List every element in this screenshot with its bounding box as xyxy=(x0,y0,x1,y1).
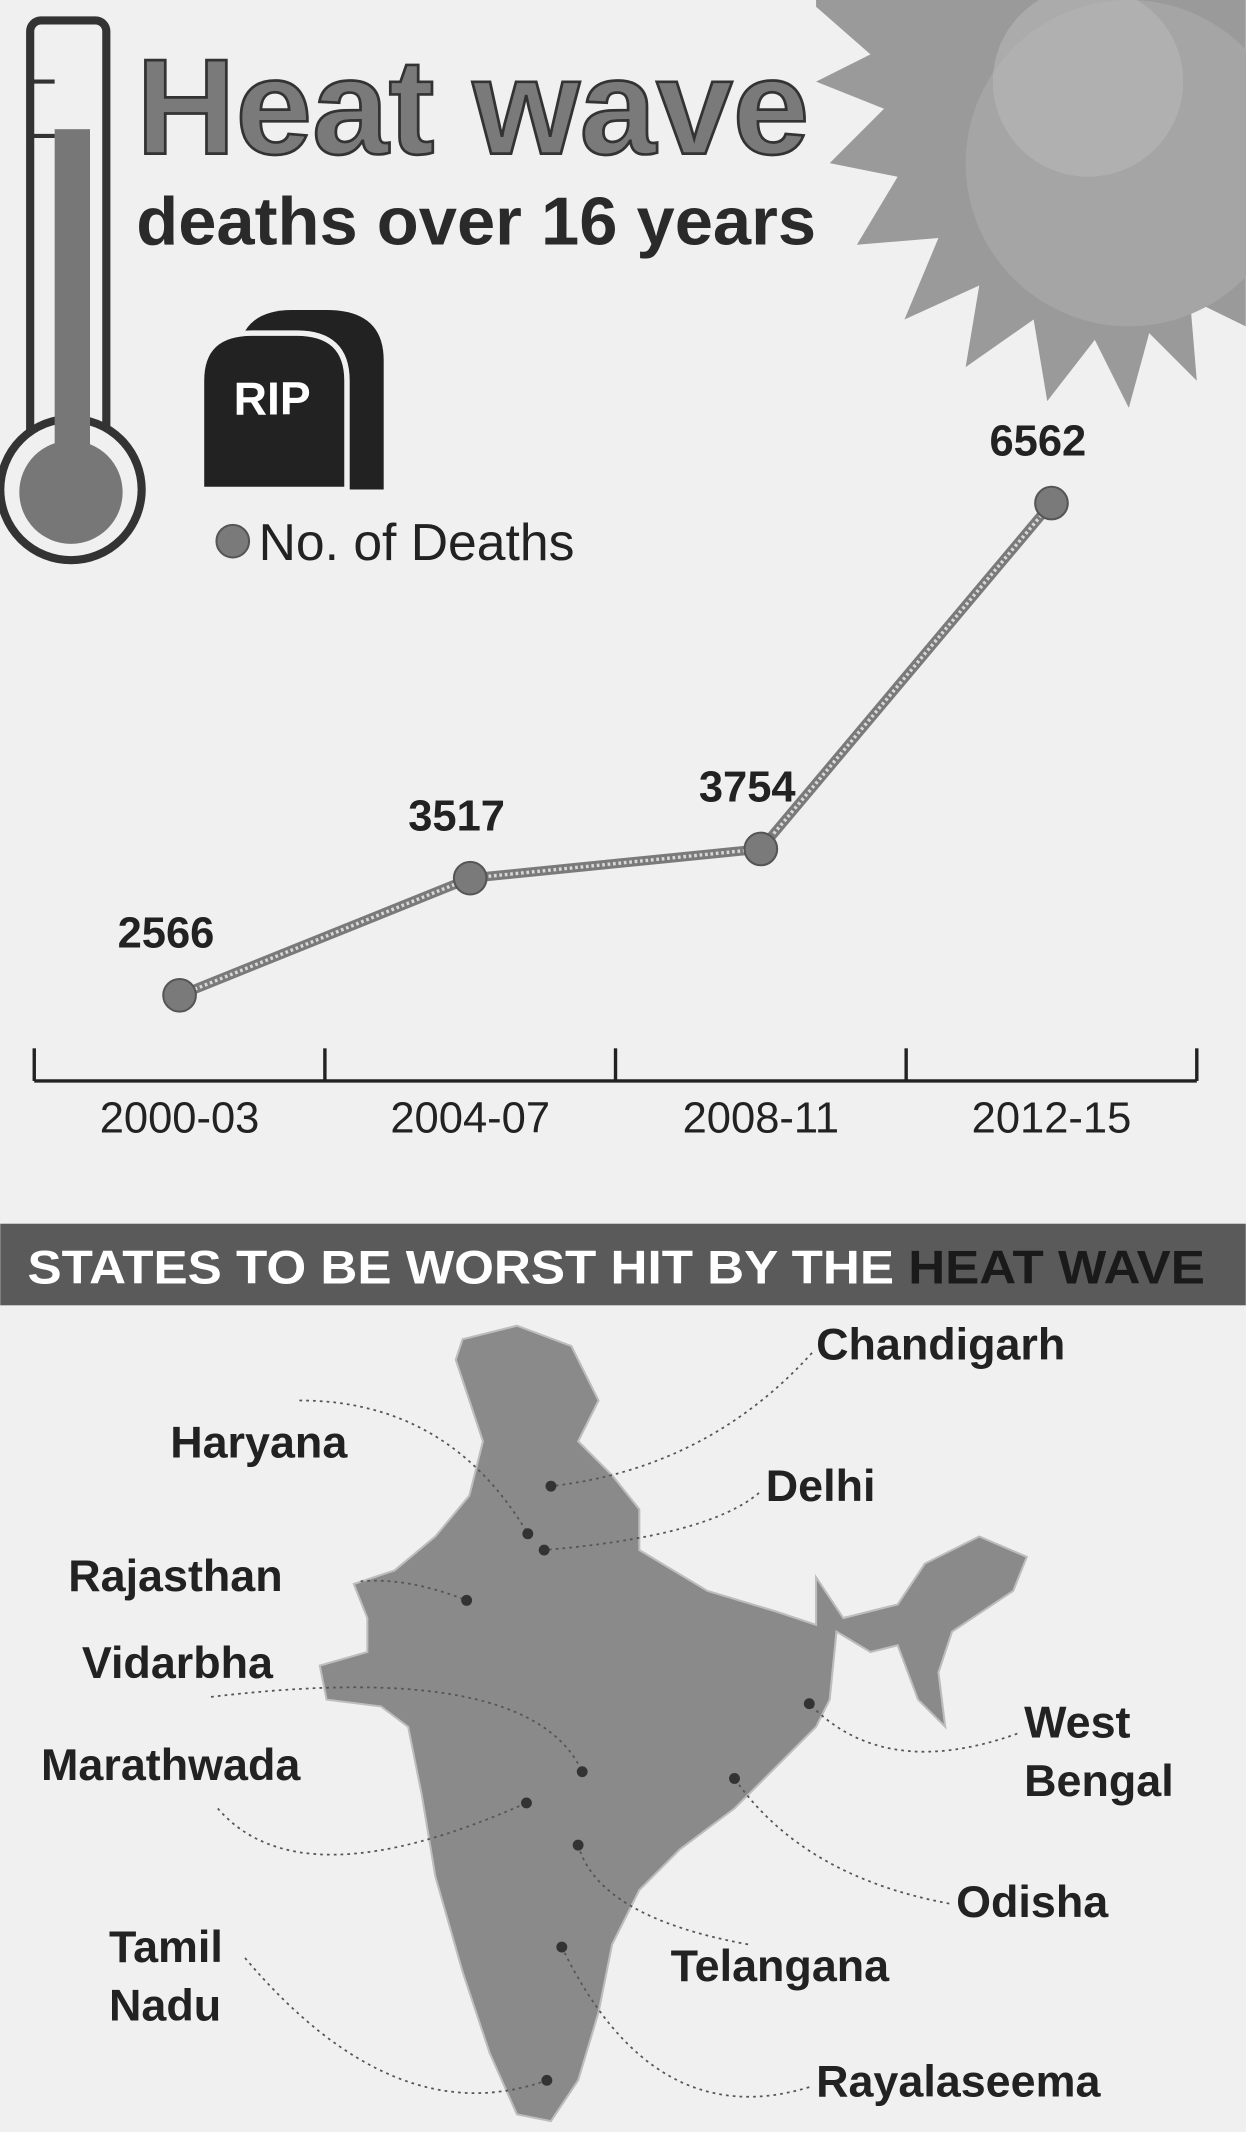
india-map xyxy=(318,1324,1029,2123)
x-tick-label: 2012-15 xyxy=(972,1095,1132,1143)
state-dot xyxy=(545,1480,557,1492)
state-label: Odisha xyxy=(956,1876,1109,1927)
state-dot xyxy=(572,1839,584,1851)
leader-line xyxy=(210,1686,584,1773)
state-label: Marathwada xyxy=(41,1739,301,1790)
tombstone-icon: RIP xyxy=(198,310,384,493)
state-dot xyxy=(461,1594,473,1606)
data-point xyxy=(1034,485,1069,521)
value-label: 2566 xyxy=(118,910,215,958)
leader-line xyxy=(299,1399,529,1535)
state-label: West xyxy=(1024,1697,1130,1748)
state-dot xyxy=(541,2074,553,2086)
x-tick-label: 2004-07 xyxy=(390,1095,550,1143)
leader-line xyxy=(360,1579,467,1602)
state-label: Bengal xyxy=(1024,1755,1174,1806)
legend-swatch xyxy=(215,523,251,559)
state-dot xyxy=(803,1698,815,1710)
state-dot xyxy=(538,1544,550,1556)
leader-line xyxy=(561,1946,810,2098)
state-label: Delhi xyxy=(766,1460,876,1511)
leader-line xyxy=(577,1844,749,1946)
thermometer xyxy=(0,16,146,565)
leader-line xyxy=(733,1777,950,1905)
tombstone-text: RIP xyxy=(234,373,311,425)
line-chart: 2000-03 2004-07 2008-11 2012-15 2566 3517 3754… xyxy=(32,417,1199,1143)
value-label: 3754 xyxy=(699,763,796,811)
state-label: Tamil xyxy=(109,1921,223,1972)
data-point xyxy=(452,860,488,896)
leader-line xyxy=(544,1492,760,1551)
state-dot xyxy=(576,1766,588,1778)
leader-line xyxy=(217,1802,527,1856)
leader-line xyxy=(550,1352,813,1488)
sun xyxy=(816,0,1246,408)
state-label: Rajasthan xyxy=(68,1550,282,1601)
data-point xyxy=(162,977,197,1013)
leader-line xyxy=(244,1957,548,2094)
chart-subtitle: deaths over 16 years xyxy=(136,184,816,260)
state-label: Telangana xyxy=(671,1940,891,1991)
x-tick-label: 2000-03 xyxy=(100,1095,260,1143)
state-label: Rayalaseema xyxy=(816,2056,1101,2107)
legend-label: No. of Deaths xyxy=(259,513,575,571)
chart-title: Heat wave xyxy=(136,31,809,183)
x-tick-label: 2008-11 xyxy=(683,1095,839,1143)
data-point xyxy=(743,831,779,867)
banner-prefix: STATES TO BE WORST HIT BY THE xyxy=(27,1242,894,1295)
value-label: 3517 xyxy=(408,793,505,841)
state-label: Chandigarh xyxy=(816,1319,1065,1370)
banner-text: STATES TO BE WORST HIT BY THE HEAT WAVE xyxy=(27,1242,1204,1295)
series-line xyxy=(178,501,1053,997)
banner-highlight: HEAT WAVE xyxy=(908,1242,1205,1295)
state-label: Nadu xyxy=(109,1980,221,2031)
state-label: Haryana xyxy=(170,1417,348,1468)
map-labels: Chandigarh Haryana Delhi Rajasthan Vidarbha M… xyxy=(41,1319,1174,2107)
state-label: Vidarbha xyxy=(82,1637,274,1688)
state-dot xyxy=(522,1528,534,1540)
state-dot xyxy=(556,1941,568,1953)
state-dot xyxy=(729,1773,740,1784)
value-label: 6562 xyxy=(989,417,1086,465)
state-dot xyxy=(521,1797,532,1809)
banner xyxy=(0,1223,1246,1306)
